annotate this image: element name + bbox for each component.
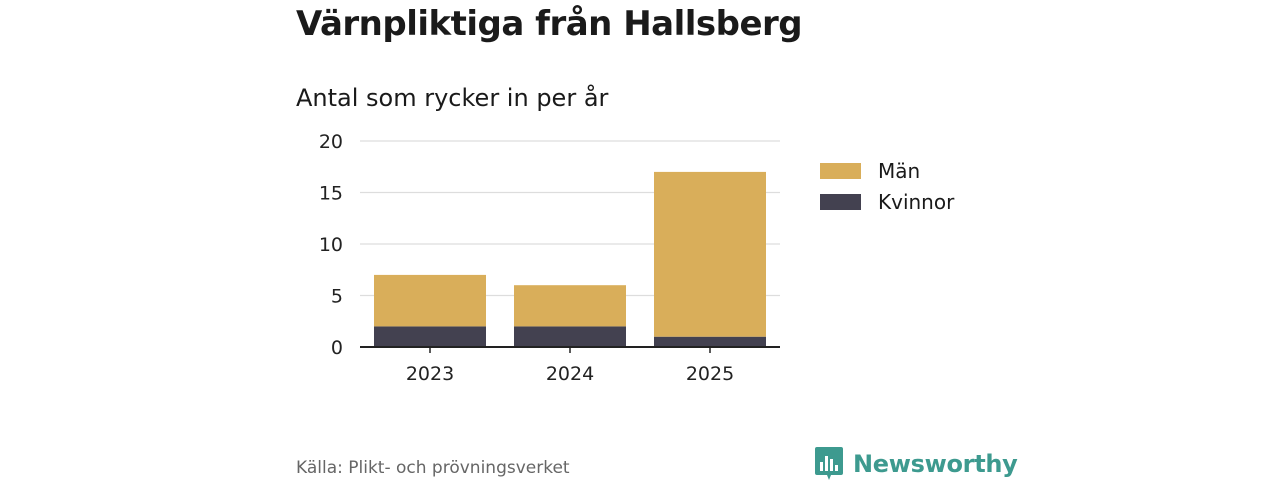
y-tick-label: 20: [319, 131, 343, 153]
legend: Män Kvinnor: [820, 159, 955, 214]
brand-name: Newsworthy: [853, 450, 1018, 478]
x-tick-label: 2023: [406, 363, 454, 385]
legend-label-män: Män: [878, 159, 920, 183]
y-axis-ticks: 0 5 10 15 20: [319, 131, 343, 359]
bar-kvinnor-2023[interactable]: [374, 326, 486, 347]
chart-title: Värnpliktiga från Hallsberg: [296, 4, 803, 44]
legend-label-kvinnor: Kvinnor: [878, 190, 955, 214]
legend-swatch-män: [820, 163, 861, 179]
x-axis-ticks: 2023 2024 2025: [406, 347, 734, 385]
x-tick-label: 2024: [546, 363, 594, 385]
bars: [374, 171, 766, 347]
bar-kvinnor-2024[interactable]: [514, 326, 626, 347]
bar-män-2025[interactable]: [654, 171, 766, 337]
bar-kvinnor-2025[interactable]: [654, 336, 766, 347]
y-tick-label: 5: [331, 286, 343, 308]
stacked-bar-chart: 0 5 10 15 20 2023 2024 2025 Män Kvinnor: [319, 131, 955, 385]
x-tick-label: 2025: [686, 363, 734, 385]
bar-chart-icon: [815, 447, 843, 480]
bar-män-2024[interactable]: [514, 285, 626, 327]
bar-män-2023[interactable]: [374, 274, 486, 327]
chart-subtitle: Antal som rycker in per år: [296, 84, 609, 112]
brand-logo[interactable]: Newsworthy: [815, 447, 1018, 481]
y-tick-label: 0: [331, 337, 343, 359]
y-tick-label: 10: [319, 234, 343, 256]
y-tick-label: 15: [319, 183, 343, 205]
legend-swatch-kvinnor: [820, 194, 861, 210]
source-note: Källa: Plikt- och prövningsverket: [296, 458, 570, 478]
